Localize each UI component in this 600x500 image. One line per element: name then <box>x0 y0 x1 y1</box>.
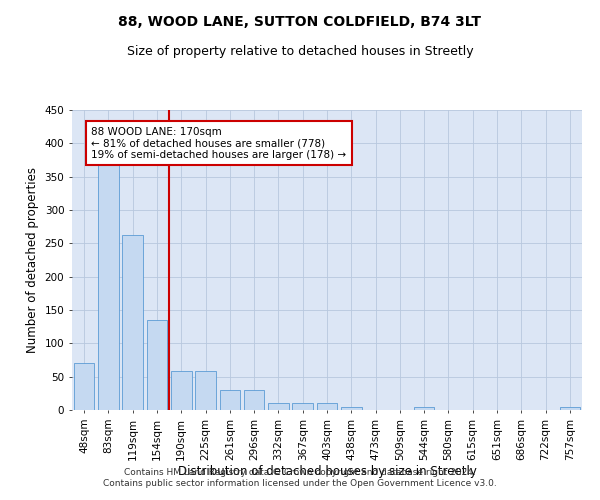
Text: 88 WOOD LANE: 170sqm
← 81% of detached houses are smaller (778)
19% of semi-deta: 88 WOOD LANE: 170sqm ← 81% of detached h… <box>91 126 347 160</box>
Text: Size of property relative to detached houses in Streetly: Size of property relative to detached ho… <box>127 45 473 58</box>
Bar <box>341 406 362 410</box>
Text: 88, WOOD LANE, SUTTON COLDFIELD, B74 3LT: 88, WOOD LANE, SUTTON COLDFIELD, B74 3LT <box>119 15 482 29</box>
Bar <box>220 390 240 410</box>
X-axis label: Distribution of detached houses by size in Streetly: Distribution of detached houses by size … <box>178 466 476 478</box>
Text: Contains HM Land Registry data © Crown copyright and database right 2024.
Contai: Contains HM Land Registry data © Crown c… <box>103 468 497 487</box>
Bar <box>268 404 289 410</box>
Bar <box>98 158 119 410</box>
Bar <box>146 320 167 410</box>
Bar <box>122 234 143 410</box>
Bar <box>195 370 216 410</box>
Bar <box>560 406 580 410</box>
Bar <box>292 404 313 410</box>
Bar <box>74 364 94 410</box>
Bar <box>414 406 434 410</box>
Bar <box>171 370 191 410</box>
Y-axis label: Number of detached properties: Number of detached properties <box>26 167 39 353</box>
Bar <box>244 390 265 410</box>
Bar <box>317 404 337 410</box>
